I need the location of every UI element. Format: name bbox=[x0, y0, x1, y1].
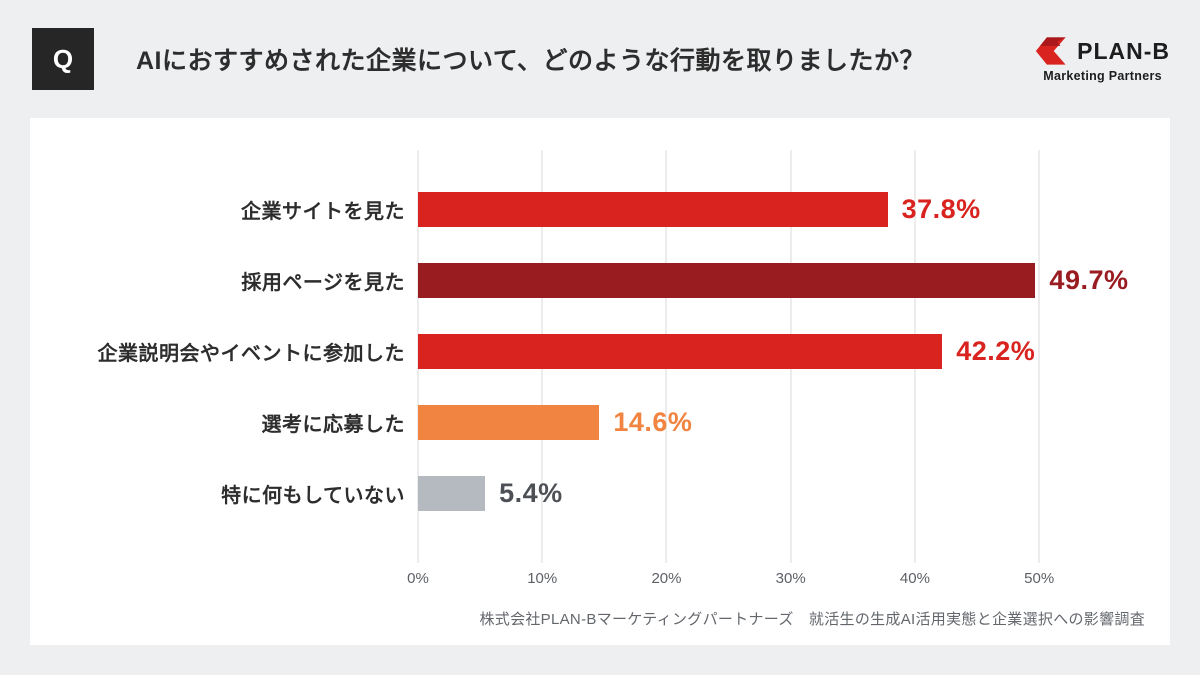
chart-row: 選考に応募した 14.6% bbox=[30, 387, 1170, 458]
chart-rows: 企業サイトを見た 37.8% 採用ページを見た 49.7% 企業説明会やイベントに参加し… bbox=[30, 150, 1170, 529]
row-plot: 42.2% bbox=[418, 334, 1105, 369]
category-label: 企業サイトを見た bbox=[241, 201, 405, 223]
x-tick-label: 50% bbox=[1024, 570, 1055, 587]
category-label: 特に何もしていない bbox=[221, 485, 405, 507]
row-plot: 5.4% bbox=[418, 476, 1105, 511]
x-tick-label: 0% bbox=[407, 570, 429, 587]
category-label: 企業説明会やイベントに参加した bbox=[97, 343, 405, 365]
x-axis-ticks: 0% 10% 20% 30% 40% 50% bbox=[407, 570, 1105, 592]
page-title: AIにおすすめされた企業について、どのような行動を取りましたか？ bbox=[136, 47, 926, 75]
bar bbox=[418, 192, 888, 227]
chart-card: 企業サイトを見た 37.8% 採用ページを見た 49.7% 企業説明会やイベントに参加し… bbox=[30, 118, 1170, 645]
bar-chart: 企業サイトを見た 37.8% 採用ページを見た 49.7% 企業説明会やイベントに参加し… bbox=[30, 150, 1170, 587]
brand-subtitle: Marketing Partners bbox=[1043, 69, 1162, 83]
chart-row: 企業説明会やイベントに参加した 42.2% bbox=[30, 316, 1170, 387]
value-label: 37.8% bbox=[901, 194, 981, 224]
chart-row: 採用ページを見た 49.7% bbox=[30, 245, 1170, 316]
x-tick-label: 20% bbox=[651, 570, 682, 587]
source-note: 株式会社PLAN-Bマーケティングパートナーズ 就活生の生成AI活用実態と企業選… bbox=[479, 611, 1145, 628]
row-plot: 49.7% bbox=[418, 263, 1128, 298]
bar bbox=[418, 476, 486, 511]
brand-logo: PLAN-B Marketing Partners bbox=[1035, 35, 1170, 83]
category-label: 採用ページを見た bbox=[241, 272, 405, 294]
question-badge-label: Q bbox=[52, 43, 74, 74]
bar bbox=[418, 334, 943, 369]
x-tick-label: 40% bbox=[899, 570, 930, 587]
chart-row: 企業サイトを見た 37.8% bbox=[30, 174, 1170, 245]
row-plot: 37.8% bbox=[418, 192, 1105, 227]
brand-name: PLAN-B bbox=[1077, 37, 1170, 64]
bar bbox=[418, 405, 600, 440]
category-label: 選考に応募した bbox=[261, 414, 405, 436]
gridline bbox=[1038, 150, 1040, 563]
row-plot: 14.6% bbox=[418, 405, 1105, 440]
value-label: 5.4% bbox=[499, 478, 563, 508]
header: Q AIにおすすめされた企業について、どのような行動を取りましたか？ PLAN-… bbox=[0, 0, 1200, 118]
x-tick-label: 30% bbox=[775, 570, 806, 587]
chart-row: 特に何もしていない 5.4% bbox=[30, 458, 1170, 529]
bar bbox=[418, 263, 1036, 298]
plan-b-mark-icon bbox=[1035, 35, 1069, 67]
value-label: 14.6% bbox=[613, 407, 693, 437]
value-label: 42.2% bbox=[956, 336, 1036, 366]
x-tick-label: 10% bbox=[527, 570, 558, 587]
question-badge: Q bbox=[32, 28, 94, 90]
value-label: 49.7% bbox=[1049, 265, 1129, 295]
